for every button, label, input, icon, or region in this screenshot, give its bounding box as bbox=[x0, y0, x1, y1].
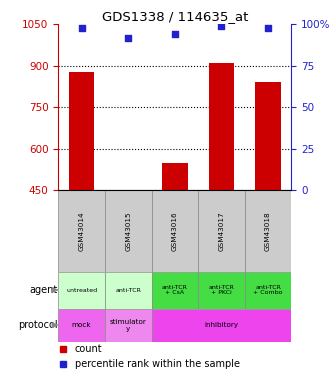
Bar bbox=[152, 309, 291, 342]
Bar bbox=[69, 72, 95, 190]
Text: GSM43017: GSM43017 bbox=[218, 211, 224, 251]
Point bbox=[172, 32, 177, 38]
Bar bbox=[198, 190, 245, 272]
Bar bbox=[255, 82, 281, 190]
Bar bbox=[58, 309, 105, 342]
Text: anti-TCR
+ CsA: anti-TCR + CsA bbox=[162, 285, 188, 296]
Text: anti-TCR
+ PKCi: anti-TCR + PKCi bbox=[208, 285, 234, 296]
Bar bbox=[58, 190, 105, 272]
Text: anti-TCR: anti-TCR bbox=[115, 288, 141, 292]
Bar bbox=[105, 309, 152, 342]
Point bbox=[79, 25, 84, 31]
Text: GSM43014: GSM43014 bbox=[79, 211, 85, 251]
Bar bbox=[245, 272, 291, 309]
Point bbox=[126, 34, 131, 40]
Text: GSM43016: GSM43016 bbox=[172, 211, 178, 251]
Bar bbox=[245, 190, 291, 272]
Point bbox=[265, 25, 271, 31]
Text: mock: mock bbox=[72, 322, 91, 328]
Bar bbox=[58, 272, 105, 309]
Text: protocol: protocol bbox=[18, 320, 57, 330]
Text: count: count bbox=[75, 344, 102, 354]
Text: untreated: untreated bbox=[66, 288, 97, 292]
Bar bbox=[152, 272, 198, 309]
Text: agent: agent bbox=[29, 285, 57, 295]
Text: inhibitory: inhibitory bbox=[204, 322, 238, 328]
Bar bbox=[162, 163, 188, 190]
Bar bbox=[152, 190, 198, 272]
Text: stimulator
y: stimulator y bbox=[110, 319, 147, 332]
Bar bbox=[208, 63, 234, 190]
Bar bbox=[105, 272, 152, 309]
Point bbox=[219, 23, 224, 29]
Text: GSM43018: GSM43018 bbox=[265, 211, 271, 251]
Text: percentile rank within the sample: percentile rank within the sample bbox=[75, 359, 239, 369]
Bar bbox=[105, 190, 152, 272]
Title: GDS1338 / 114635_at: GDS1338 / 114635_at bbox=[102, 10, 248, 23]
Bar bbox=[198, 272, 245, 309]
Text: GSM43015: GSM43015 bbox=[125, 211, 131, 251]
Text: anti-TCR
+ Combo: anti-TCR + Combo bbox=[253, 285, 283, 296]
